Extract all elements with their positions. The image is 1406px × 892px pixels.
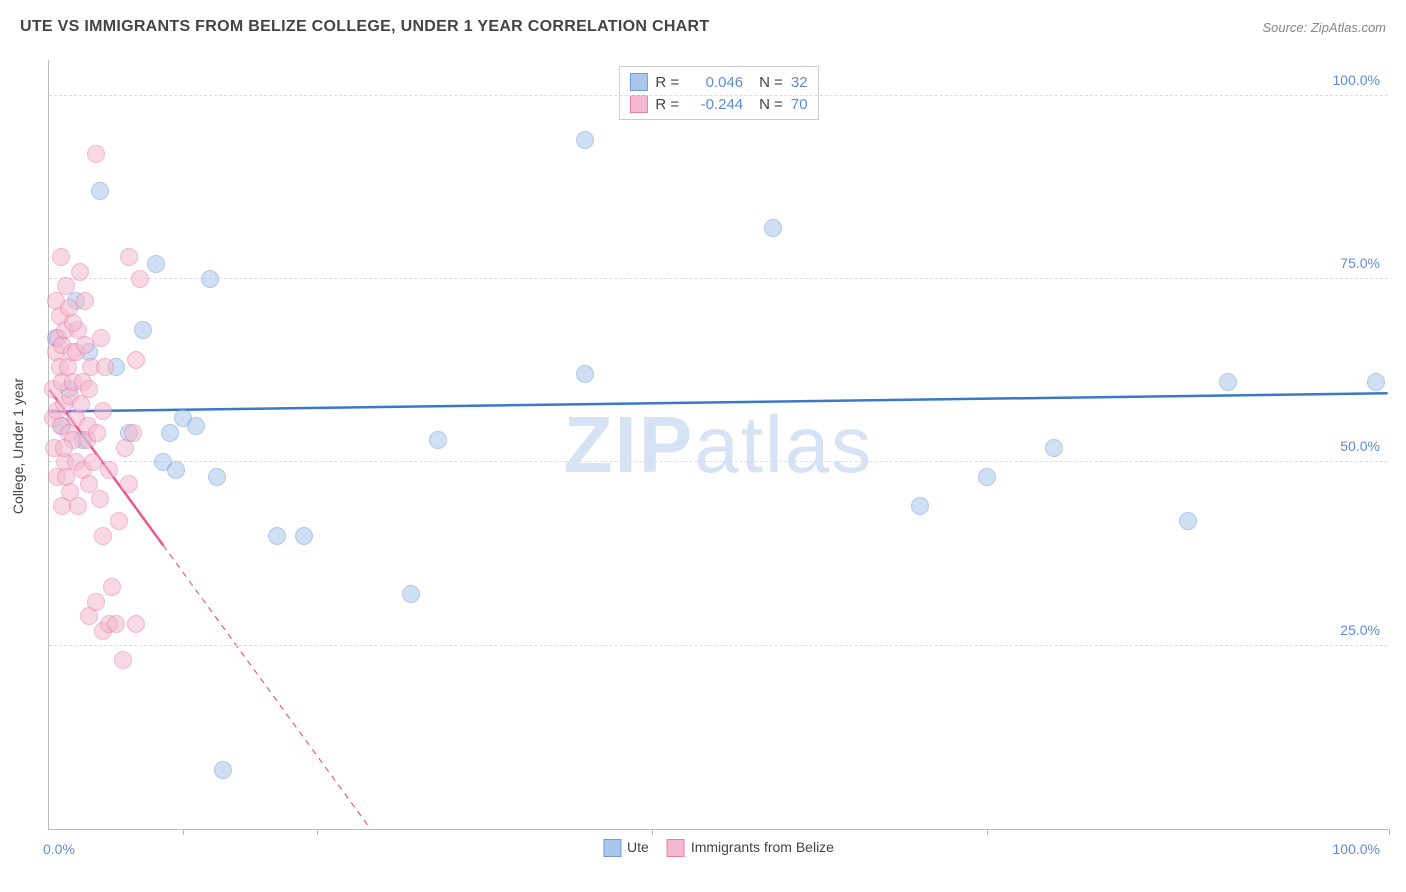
data-point xyxy=(110,512,128,530)
x-tick xyxy=(987,829,988,835)
data-point xyxy=(134,321,152,339)
data-point xyxy=(124,424,142,442)
chart-title: UTE VS IMMIGRANTS FROM BELIZE COLLEGE, U… xyxy=(20,18,709,36)
data-point xyxy=(71,263,89,281)
trend-lines xyxy=(49,60,1388,829)
n-value: 32 xyxy=(791,74,808,91)
legend-item: Immigrants from Belize xyxy=(667,839,834,857)
data-point xyxy=(80,380,98,398)
data-point xyxy=(96,358,114,376)
data-point xyxy=(69,497,87,515)
data-point xyxy=(429,431,447,449)
data-point xyxy=(103,578,121,596)
r-value: -0.244 xyxy=(687,96,743,113)
data-point xyxy=(127,351,145,369)
data-point xyxy=(764,219,782,237)
data-point xyxy=(576,365,594,383)
y-tick-label: 75.0% xyxy=(1340,255,1380,271)
data-point xyxy=(131,270,149,288)
data-point xyxy=(92,329,110,347)
y-tick-label: 50.0% xyxy=(1340,438,1380,454)
r-label: R = xyxy=(655,74,679,91)
data-point xyxy=(214,761,232,779)
data-point xyxy=(52,248,70,266)
source-credit: Source: ZipAtlas.com xyxy=(1262,20,1386,35)
data-point xyxy=(167,461,185,479)
legend-rn-row: R = -0.244 N = 70 xyxy=(629,93,807,115)
data-point xyxy=(576,131,594,149)
data-point xyxy=(1179,512,1197,530)
data-point xyxy=(1045,439,1063,457)
legend-swatch xyxy=(629,95,647,113)
y-tick-label: 100.0% xyxy=(1333,72,1380,88)
n-label: N = xyxy=(759,74,783,91)
data-point xyxy=(402,585,420,603)
legend-rn-row: R = 0.046 N = 32 xyxy=(629,71,807,93)
data-point xyxy=(127,615,145,633)
legend-series: Ute Immigrants from Belize xyxy=(603,839,834,857)
data-point xyxy=(161,424,179,442)
data-point xyxy=(1367,373,1385,391)
x-axis-min-label: 0.0% xyxy=(43,841,75,857)
data-point xyxy=(187,417,205,435)
gridline xyxy=(49,645,1388,646)
data-point xyxy=(94,527,112,545)
data-point xyxy=(295,527,313,545)
watermark: ZIPatlas xyxy=(564,399,873,491)
x-tick xyxy=(183,829,184,835)
r-label: R = xyxy=(655,96,679,113)
y-axis-title: College, Under 1 year xyxy=(10,378,26,514)
legend-label: Immigrants from Belize xyxy=(691,839,834,855)
data-point xyxy=(88,424,106,442)
data-point xyxy=(55,439,73,457)
scatter-chart: ZIPatlas R =0.046N =32R =-0.244N =70 Ute… xyxy=(48,60,1388,830)
n-value: 70 xyxy=(791,96,808,113)
data-point xyxy=(114,651,132,669)
x-tick xyxy=(652,829,653,835)
legend-swatch xyxy=(603,839,621,857)
data-point xyxy=(64,314,82,332)
gridline xyxy=(49,278,1388,279)
data-point xyxy=(87,593,105,611)
data-point xyxy=(120,475,138,493)
legend-swatch xyxy=(629,73,647,91)
data-point xyxy=(978,468,996,486)
data-point xyxy=(87,145,105,163)
gridline xyxy=(49,461,1388,462)
x-tick xyxy=(317,829,318,835)
r-value: 0.046 xyxy=(687,74,743,91)
gridline xyxy=(49,95,1388,96)
x-axis-max-label: 100.0% xyxy=(1333,841,1380,857)
data-point xyxy=(120,248,138,266)
data-point xyxy=(201,270,219,288)
legend-item: Ute xyxy=(603,839,649,857)
data-point xyxy=(147,255,165,273)
data-point xyxy=(91,490,109,508)
legend-swatch xyxy=(667,839,685,857)
data-point xyxy=(100,461,118,479)
data-point xyxy=(57,277,75,295)
n-label: N = xyxy=(759,96,783,113)
legend-label: Ute xyxy=(627,839,649,855)
data-point xyxy=(107,615,125,633)
data-point xyxy=(94,402,112,420)
x-tick xyxy=(1389,829,1390,835)
y-tick-label: 25.0% xyxy=(1340,622,1380,638)
legend-correlation: R = 0.046 N = 32 R = -0.244 N = 70 xyxy=(618,66,818,120)
data-point xyxy=(911,497,929,515)
data-point xyxy=(91,182,109,200)
data-point xyxy=(268,527,286,545)
data-point xyxy=(208,468,226,486)
data-point xyxy=(1219,373,1237,391)
data-point xyxy=(76,292,94,310)
